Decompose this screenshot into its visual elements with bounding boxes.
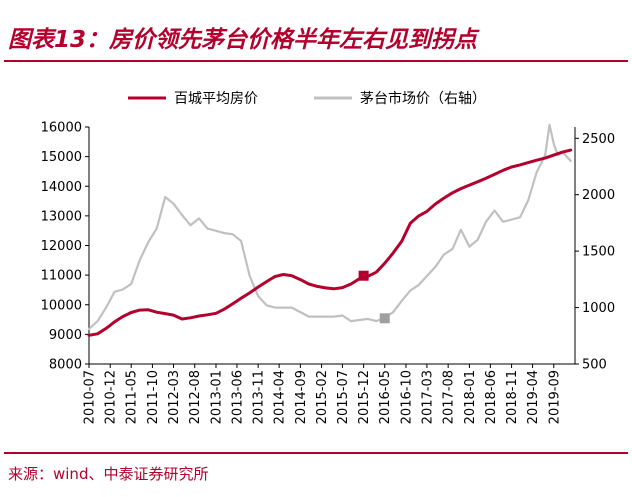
x-tick-label: 2011-05	[125, 370, 140, 424]
x-tick-label: 2011-10	[146, 370, 161, 424]
right-y-tick-label: 2000	[582, 188, 615, 203]
legend-label-moutai-price: 茅台市场价（右轴）	[360, 90, 486, 107]
footer-divider	[4, 452, 628, 454]
source-note: 来源：wind、中泰证券研究所	[8, 465, 209, 483]
page-title: 图表13：房价领先茅台价格半年左右见到拐点	[8, 27, 478, 53]
left-y-tick-label: 15000	[41, 150, 82, 165]
left-y-tick-label: 9000	[49, 328, 82, 343]
house-turning-point-marker	[358, 270, 369, 281]
left-y-tick-label: 11000	[41, 269, 82, 284]
left-y-tick-label: 12000	[41, 239, 82, 254]
x-tick-label: 2019-04	[526, 370, 541, 424]
x-tick-label: 2018-06	[484, 370, 499, 424]
x-tick-label: 2010-07	[83, 370, 98, 424]
x-tick-label: 2015-02	[315, 370, 330, 424]
x-tick-label: 2013-06	[230, 370, 245, 424]
x-tick-label: 2012-08	[188, 370, 203, 424]
x-tick-label: 2013-11	[252, 370, 267, 424]
x-tick-label: 2018-01	[463, 370, 478, 424]
x-tick-label: 2019-09	[547, 370, 562, 424]
title-divider	[4, 60, 628, 62]
x-tick-label: 2013-01	[209, 370, 224, 424]
x-tick-label: 2017-03	[420, 370, 435, 424]
x-tick-label: 2017-08	[442, 370, 457, 424]
left-y-tick-label: 8000	[49, 358, 82, 373]
x-tick-label: 2018-11	[505, 370, 520, 424]
right-y-tick-label: 1000	[582, 301, 615, 316]
right-y-tick-label: 1500	[582, 245, 615, 260]
right-y-tick-label: 500	[582, 358, 607, 373]
left-y-tick-label: 16000	[41, 121, 82, 136]
house-price-line	[87, 148, 573, 337]
left-y-tick-label: 10000	[41, 298, 82, 313]
x-tick-label: 2014-04	[273, 370, 288, 424]
x-tick-label: 2015-12	[357, 370, 372, 424]
left-y-tick-label: 13000	[41, 209, 82, 224]
x-tick-label: 2010-12	[104, 370, 119, 424]
x-tick-label: 2014-09	[294, 370, 309, 424]
left-y-tick-label: 14000	[41, 180, 82, 195]
x-tick-label: 2015-07	[336, 370, 351, 424]
moutai-price-line	[87, 123, 572, 331]
x-tick-label: 2016-10	[399, 370, 414, 424]
moutai-turning-point-marker	[379, 313, 390, 324]
x-tick-label: 2016-05	[378, 370, 393, 424]
x-tick-label: 2012-03	[167, 370, 182, 424]
legend-label-house-price: 百城平均房价	[174, 91, 258, 107]
right-y-tick-label: 2500	[582, 132, 615, 147]
